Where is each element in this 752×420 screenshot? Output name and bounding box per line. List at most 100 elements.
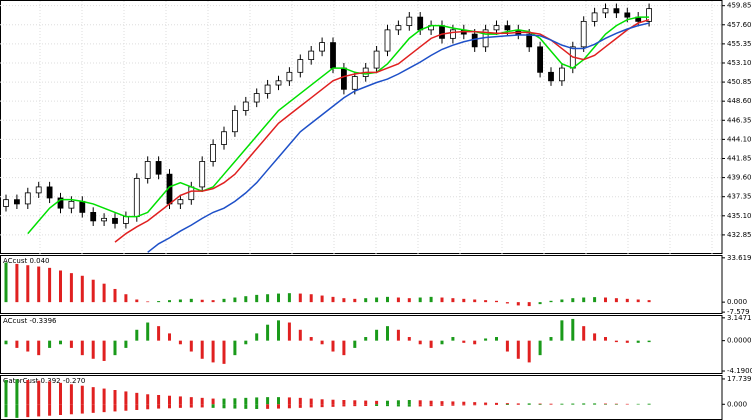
histogram-bar xyxy=(625,340,629,343)
histogram-bar xyxy=(80,404,84,414)
histogram-bar xyxy=(4,380,8,405)
candle-body xyxy=(24,192,31,205)
candle-body xyxy=(231,110,238,133)
histogram-bar xyxy=(113,390,117,405)
histogram-bar xyxy=(124,404,128,411)
histogram-bar xyxy=(146,394,150,405)
histogram-bar xyxy=(582,403,586,405)
histogram-bar xyxy=(69,384,73,405)
y-tick-label: 0.0000 xyxy=(727,337,752,345)
histogram-bar xyxy=(26,340,30,352)
histogram-bar xyxy=(157,326,161,341)
histogram-bar xyxy=(527,403,531,405)
histogram-bar xyxy=(26,380,30,405)
histogram-bar xyxy=(69,404,73,415)
histogram-bar xyxy=(462,401,466,405)
histogram-bar xyxy=(604,337,607,341)
histogram-bar xyxy=(342,404,346,407)
y-tick-label: 3.1471 xyxy=(727,314,752,322)
candle-body xyxy=(646,8,652,22)
candle-body xyxy=(417,16,424,31)
histogram-bar xyxy=(298,404,302,408)
histogram-bar xyxy=(135,404,139,410)
candle-body xyxy=(13,199,20,205)
histogram-bar xyxy=(266,397,270,405)
histogram-bar xyxy=(59,270,62,303)
histogram-bar xyxy=(647,403,651,405)
candle-body xyxy=(210,144,217,162)
candle-body xyxy=(275,80,282,86)
histogram-bar xyxy=(48,404,52,416)
candle-body xyxy=(46,186,53,199)
histogram-bar xyxy=(309,294,313,303)
panel-frame xyxy=(0,315,723,374)
histogram-bar xyxy=(353,404,357,407)
indicator-line xyxy=(147,22,650,253)
histogram-bar xyxy=(375,404,379,406)
histogram-bar xyxy=(200,404,204,408)
histogram-bar xyxy=(211,398,215,405)
histogram-bar xyxy=(124,391,128,405)
histogram-bar xyxy=(560,403,564,405)
histogram-bar xyxy=(135,329,139,341)
histogram-bar xyxy=(37,380,41,405)
histogram-bar xyxy=(15,379,19,405)
histogram-bar xyxy=(244,296,248,303)
candle-body xyxy=(471,33,478,48)
histogram-bar xyxy=(277,397,280,405)
y-tick-label: 439.60 xyxy=(727,174,752,182)
histogram-bar xyxy=(178,396,182,405)
histogram-bar xyxy=(342,298,346,303)
histogram-bar xyxy=(636,299,640,303)
histogram-bar xyxy=(364,400,368,405)
histogram-bar xyxy=(451,404,455,406)
histogram-bar xyxy=(189,397,193,405)
y-tick-label: 455.35 xyxy=(727,40,752,48)
histogram-bar xyxy=(244,397,248,405)
histogram-bar xyxy=(538,302,542,305)
candle-body xyxy=(602,8,609,14)
histogram-bar xyxy=(473,402,477,405)
y-tick-label: 437.35 xyxy=(727,193,752,201)
histogram-bar xyxy=(91,387,95,405)
candle-body xyxy=(548,71,554,82)
candle-body xyxy=(79,200,86,213)
panel-frame xyxy=(0,0,723,254)
candle-body xyxy=(177,199,184,205)
candle-body xyxy=(144,161,151,179)
candle-body xyxy=(613,8,620,14)
histogram-bar xyxy=(157,404,161,409)
histogram-bar xyxy=(462,404,466,406)
y-tick-label: 17.739 xyxy=(727,375,752,383)
histogram-bar xyxy=(135,392,139,405)
histogram-bar xyxy=(331,399,335,405)
histogram-bar xyxy=(266,324,270,341)
histogram-bar xyxy=(473,340,477,345)
histogram-bar xyxy=(255,333,259,341)
histogram-bar xyxy=(124,340,128,348)
histogram-bar xyxy=(604,297,607,303)
histogram-bar xyxy=(418,404,422,407)
candle-body xyxy=(537,46,543,73)
candle-body xyxy=(624,12,631,18)
candle-body xyxy=(242,101,249,111)
histogram-bar xyxy=(91,279,95,303)
histogram-bar xyxy=(277,293,280,303)
histogram-bar xyxy=(495,300,498,303)
candle-body xyxy=(351,76,358,90)
histogram-bar xyxy=(353,340,357,348)
histogram-bar xyxy=(157,301,161,303)
histogram-bar xyxy=(320,340,324,345)
histogram-bar xyxy=(484,402,488,405)
histogram-bar xyxy=(277,320,280,341)
histogram-bar xyxy=(4,340,8,345)
histogram-bar xyxy=(266,404,270,409)
histogram-bar xyxy=(429,296,433,303)
histogram-bar xyxy=(560,320,564,341)
histogram-bar xyxy=(146,322,150,341)
histogram-bar xyxy=(505,302,509,304)
panel-title: ACcust 0.040 xyxy=(3,257,50,265)
y-tick-label: 0.000 xyxy=(727,298,747,306)
histogram-bar xyxy=(571,403,575,405)
histogram-bar xyxy=(429,404,433,407)
